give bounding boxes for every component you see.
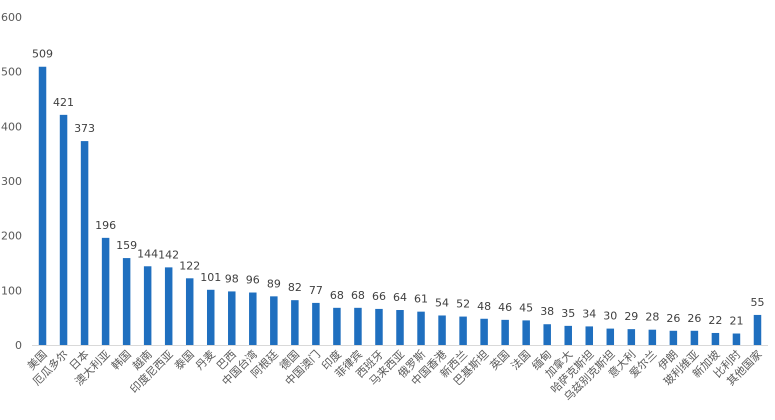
y-tick-label: 300 — [1, 175, 22, 188]
data-label: 35 — [561, 307, 575, 320]
data-label: 29 — [624, 310, 638, 323]
data-label: 142 — [158, 248, 179, 261]
data-label: 96 — [246, 274, 260, 287]
bar — [228, 291, 236, 345]
bar — [501, 319, 509, 345]
y-tick-label: 600 — [1, 11, 22, 24]
data-label: 509 — [32, 48, 53, 61]
data-label: 82 — [288, 281, 302, 294]
bar — [648, 329, 657, 345]
x-tick-label: 法国 — [508, 347, 533, 372]
bar — [249, 292, 257, 345]
data-label: 159 — [116, 239, 137, 252]
bar — [185, 278, 194, 345]
x-tick-label: 泰国 — [171, 347, 196, 372]
bar — [206, 289, 215, 345]
bar — [480, 318, 488, 345]
data-label: 66 — [372, 290, 386, 303]
bar — [417, 311, 425, 345]
data-label: 144 — [137, 247, 158, 260]
data-label: 98 — [225, 272, 239, 285]
y-tick-label: 100 — [1, 284, 22, 297]
bar — [354, 307, 362, 345]
data-label: 26 — [687, 312, 701, 325]
bar — [690, 330, 699, 345]
data-label: 101 — [200, 271, 221, 284]
bar — [312, 302, 320, 345]
data-label: 61 — [414, 293, 428, 306]
y-tick-label: 200 — [1, 230, 22, 243]
bar — [59, 114, 68, 345]
data-label: 26 — [666, 312, 680, 325]
bar — [333, 307, 341, 345]
data-label: 373 — [74, 122, 95, 135]
data-label: 45 — [519, 301, 533, 314]
data-label: 122 — [179, 259, 200, 272]
bar — [543, 324, 551, 345]
data-label: 34 — [582, 307, 596, 320]
data-label: 38 — [540, 305, 554, 318]
data-label: 28 — [645, 311, 659, 324]
data-label: 22 — [708, 314, 722, 327]
bar — [80, 141, 89, 345]
bar — [291, 300, 299, 345]
bar — [38, 66, 47, 345]
bar — [270, 296, 278, 345]
data-label: 68 — [351, 289, 365, 302]
data-label: 55 — [750, 296, 764, 309]
x-tick-label: 丹麦 — [193, 348, 218, 373]
bar — [606, 328, 615, 345]
y-tick-label: 400 — [1, 120, 22, 133]
data-label: 77 — [309, 284, 323, 297]
bar — [753, 314, 762, 345]
data-label: 48 — [477, 300, 491, 313]
data-label: 30 — [603, 310, 617, 323]
bar — [375, 308, 383, 345]
bar — [627, 329, 636, 345]
data-label: 89 — [267, 277, 281, 290]
bar — [459, 316, 467, 345]
data-label: 196 — [95, 219, 116, 232]
bar — [522, 320, 530, 345]
data-label: 52 — [456, 298, 470, 311]
bar — [101, 237, 110, 345]
data-label: 54 — [435, 296, 449, 309]
data-label: 421 — [53, 96, 74, 109]
data-label: 68 — [330, 289, 344, 302]
bar — [564, 325, 572, 345]
data-label: 21 — [729, 315, 743, 328]
data-label: 64 — [393, 291, 407, 304]
bar — [669, 330, 678, 345]
bar — [143, 266, 152, 345]
bar — [585, 326, 594, 345]
y-tick-label: 0 — [15, 339, 22, 352]
bar — [164, 267, 173, 345]
x-tick-label: 韩国 — [108, 347, 133, 372]
y-tick-label: 500 — [1, 66, 22, 79]
bar — [711, 332, 720, 345]
x-tick-label: 英国 — [487, 347, 512, 372]
bar — [438, 315, 446, 345]
data-label: 46 — [498, 301, 512, 314]
bar — [732, 333, 741, 345]
bar — [122, 258, 131, 345]
bar — [396, 310, 404, 345]
